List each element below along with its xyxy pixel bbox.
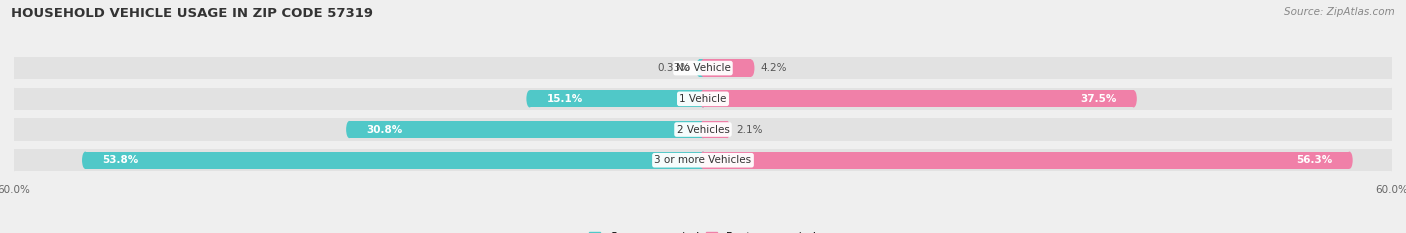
Circle shape xyxy=(10,149,18,171)
Text: 53.8%: 53.8% xyxy=(103,155,139,165)
Text: No Vehicle: No Vehicle xyxy=(675,63,731,73)
Circle shape xyxy=(700,90,706,107)
Text: 2 Vehicles: 2 Vehicles xyxy=(676,124,730,134)
Circle shape xyxy=(10,57,18,79)
Text: Source: ZipAtlas.com: Source: ZipAtlas.com xyxy=(1284,7,1395,17)
Circle shape xyxy=(82,152,89,169)
Bar xyxy=(14,118,1392,140)
Circle shape xyxy=(724,121,730,138)
Bar xyxy=(699,59,703,77)
Circle shape xyxy=(700,121,706,138)
Text: 2.1%: 2.1% xyxy=(737,124,763,134)
Bar xyxy=(703,152,1350,169)
Circle shape xyxy=(748,59,755,77)
Circle shape xyxy=(700,59,706,77)
Circle shape xyxy=(1388,149,1396,171)
Circle shape xyxy=(10,118,18,140)
Circle shape xyxy=(1388,57,1396,79)
Circle shape xyxy=(700,152,706,169)
Bar xyxy=(86,152,703,169)
Circle shape xyxy=(1388,118,1396,140)
Circle shape xyxy=(10,88,18,110)
Circle shape xyxy=(346,121,353,138)
Text: 3 or more Vehicles: 3 or more Vehicles xyxy=(654,155,752,165)
Bar xyxy=(14,57,1392,79)
Text: 0.33%: 0.33% xyxy=(657,63,690,73)
Bar xyxy=(703,121,727,138)
Legend: Owner-occupied, Renter-occupied: Owner-occupied, Renter-occupied xyxy=(585,227,821,233)
Circle shape xyxy=(700,90,706,107)
Bar xyxy=(349,121,703,138)
Bar xyxy=(14,88,1392,110)
Text: 15.1%: 15.1% xyxy=(547,94,583,104)
Bar xyxy=(703,59,751,77)
Circle shape xyxy=(1346,152,1353,169)
Circle shape xyxy=(700,59,706,77)
Bar xyxy=(703,90,1133,107)
Circle shape xyxy=(1130,90,1137,107)
Circle shape xyxy=(526,90,533,107)
Circle shape xyxy=(1388,88,1396,110)
Circle shape xyxy=(700,121,706,138)
Text: 37.5%: 37.5% xyxy=(1080,94,1116,104)
Text: HOUSEHOLD VEHICLE USAGE IN ZIP CODE 57319: HOUSEHOLD VEHICLE USAGE IN ZIP CODE 5731… xyxy=(11,7,373,20)
Text: 56.3%: 56.3% xyxy=(1296,155,1333,165)
Text: 1 Vehicle: 1 Vehicle xyxy=(679,94,727,104)
Circle shape xyxy=(700,152,706,169)
Text: 4.2%: 4.2% xyxy=(761,63,787,73)
Text: 30.8%: 30.8% xyxy=(367,124,402,134)
Bar xyxy=(530,90,703,107)
Bar xyxy=(14,149,1392,171)
Circle shape xyxy=(696,59,703,77)
